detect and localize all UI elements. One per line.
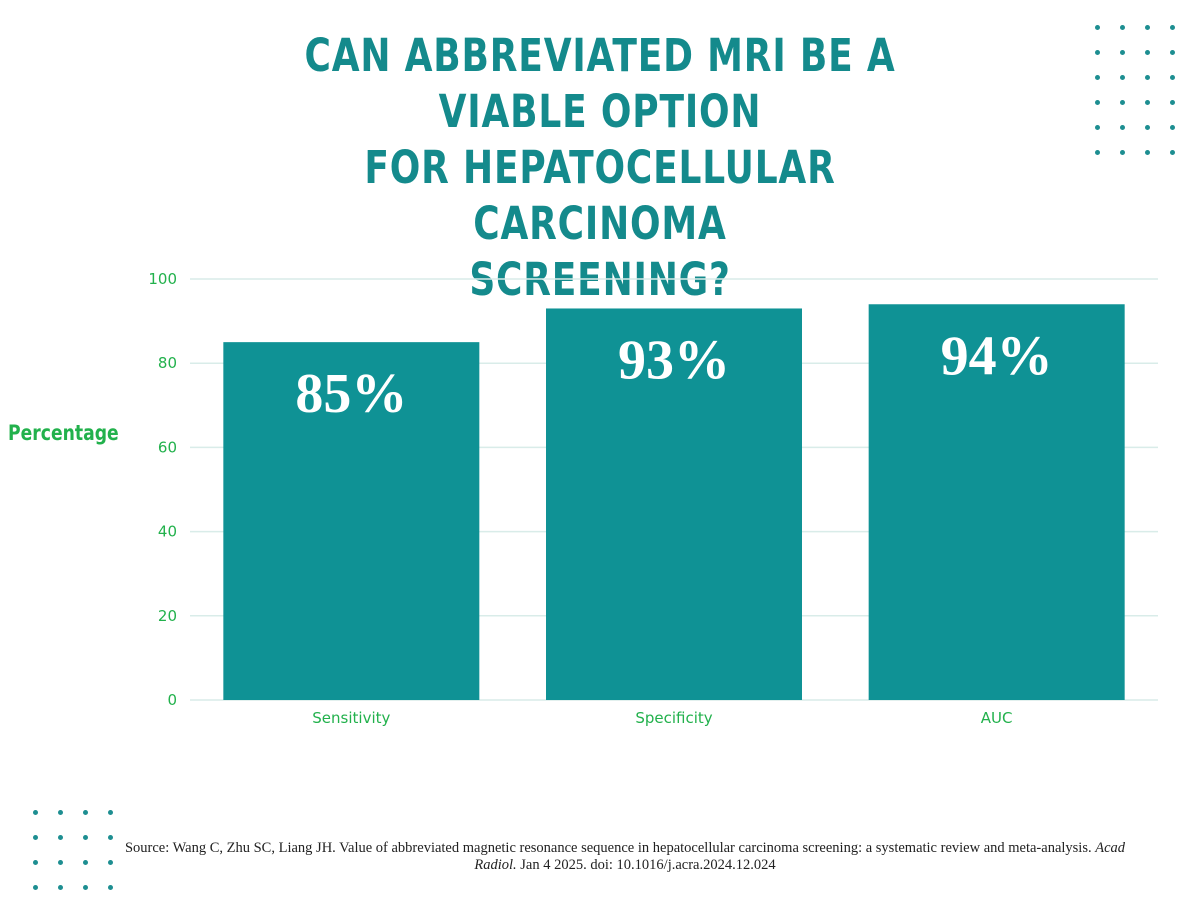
dot: [1170, 75, 1175, 80]
dot: [83, 885, 88, 890]
data-label: 93%: [618, 329, 730, 391]
bar-auc: [868, 304, 1125, 700]
dot: [1120, 50, 1125, 55]
source-citation: Source: Wang C, Zhu SC, Liang JH. Value …: [120, 840, 1130, 874]
dot: [1145, 75, 1150, 80]
dot: [1095, 25, 1100, 30]
dot: [1095, 50, 1100, 55]
x-tick-label: Specificity: [635, 709, 712, 727]
y-tick-label: 0: [167, 691, 177, 709]
y-tick-label: 40: [158, 523, 177, 541]
dot: [1170, 125, 1175, 130]
dot: [1145, 100, 1150, 105]
data-label: 94%: [941, 325, 1053, 387]
y-tick-label: 100: [148, 270, 177, 288]
dot: [1095, 75, 1100, 80]
dot: [1145, 50, 1150, 55]
dot: [1120, 150, 1125, 155]
dot: [1120, 75, 1125, 80]
dot: [1145, 125, 1150, 130]
source-prefix: Source: Wang C, Zhu SC, Liang JH. Value …: [124, 840, 1092, 856]
data-label: 85%: [295, 363, 407, 425]
dot: [83, 810, 88, 815]
dot: [1145, 150, 1150, 155]
source-journal: Acad Radiol.: [474, 840, 1126, 873]
source-suffix: Jan 4 2025. doi: 10.1016/j.acra.2024.12.…: [520, 857, 776, 873]
dot: [1095, 125, 1100, 130]
dot-grid-icon: [33, 810, 123, 890]
dot: [108, 860, 113, 865]
dot: [58, 810, 63, 815]
y-axis-label: Percentage: [8, 420, 119, 445]
dot: [108, 885, 113, 890]
x-tick-label: AUC: [981, 709, 1013, 727]
dot: [58, 885, 63, 890]
dot: [1170, 100, 1175, 105]
dot: [58, 860, 63, 865]
bar-sensitivity: [223, 342, 480, 700]
dot: [83, 860, 88, 865]
bar-specificity: [546, 308, 802, 700]
dot: [33, 885, 38, 890]
dot: [1120, 100, 1125, 105]
dot: [33, 835, 38, 840]
bar-chart: 0 20 40 60 80 100 Percentage 85% Sensitivity 93% S…: [8, 270, 1158, 727]
x-tick-label: Sensitivity: [312, 709, 390, 727]
dot: [1120, 125, 1125, 130]
dot: [108, 835, 113, 840]
y-tick-label: 20: [158, 607, 177, 625]
chart-title-line-2: FOR HEPATOCELLULAR CARCINOMA: [364, 141, 836, 250]
dot: [58, 835, 63, 840]
dot: [108, 810, 113, 815]
dot: [1095, 100, 1100, 105]
chart-title-line-1: CAN ABBREVIATED MRI BE A VIABLE OPTION: [304, 29, 896, 138]
dot: [1170, 25, 1175, 30]
dot: [1095, 150, 1100, 155]
dot: [1170, 150, 1175, 155]
dot: [1170, 50, 1175, 55]
dot: [1145, 25, 1150, 30]
dot-grid-icon: [1095, 25, 1185, 155]
dot: [33, 860, 38, 865]
dot: [33, 810, 38, 815]
y-tick-label: 60: [158, 438, 177, 456]
dot: [1120, 25, 1125, 30]
dot: [83, 835, 88, 840]
y-tick-label: 80: [158, 354, 177, 372]
